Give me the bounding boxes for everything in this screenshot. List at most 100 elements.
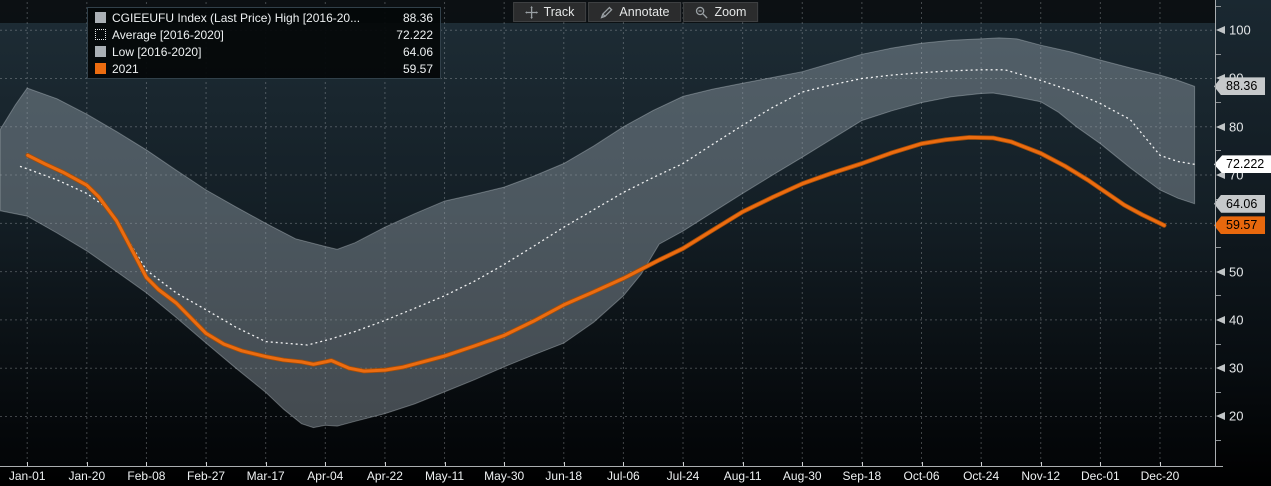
toolbar-button-annotate[interactable]: Annotate xyxy=(588,2,682,22)
chart-toolbar: Track Annotate Zoom xyxy=(512,2,759,22)
y-minor-tick xyxy=(1216,295,1221,297)
y-minor-tick xyxy=(1216,102,1221,104)
x-tick-label: Aug-30 xyxy=(782,469,822,483)
toolbar-button-label: Zoom xyxy=(714,5,747,19)
x-tick-label: Mar-17 xyxy=(246,469,285,483)
y-tick-arrow-icon xyxy=(1216,171,1225,180)
x-tick-mark xyxy=(802,462,804,466)
y-minor-tick xyxy=(1216,246,1221,248)
x-tick-label: Aug-11 xyxy=(723,469,762,483)
x-tick-mark xyxy=(683,462,685,466)
y-tick-label: 20 xyxy=(1229,408,1244,424)
legend-label: Low [2016-2020] xyxy=(112,44,202,59)
toolbar-button-track[interactable]: Track xyxy=(512,2,587,22)
y-minor-tick xyxy=(1216,343,1221,345)
pencil-icon xyxy=(600,6,613,19)
x-tick-label: May-11 xyxy=(424,469,465,483)
legend-row[interactable]: Average [2016-2020] 72.222 xyxy=(88,26,440,43)
x-tick-label: Dec-20 xyxy=(1140,469,1180,483)
x-tick-mark xyxy=(1100,462,1102,466)
x-tick-label: Jan-20 xyxy=(68,469,106,483)
y-tick-label: 30 xyxy=(1229,360,1244,376)
legend-swatch-white-dotted xyxy=(95,29,106,40)
legend-value: 64.06 xyxy=(402,44,433,59)
x-tick-mark xyxy=(742,462,744,466)
x-tick-label: Oct-06 xyxy=(903,469,940,483)
magnifier-icon xyxy=(695,6,708,19)
x-axis: Jan-01 Jan-20 Feb-08 Feb-27 Mar-17 Apr-04 Apr-… xyxy=(0,467,1271,486)
x-tick-mark xyxy=(981,462,983,466)
x-tick-label: Nov-12 xyxy=(1021,469,1061,483)
x-tick-mark xyxy=(265,462,267,466)
toolbar-button-zoom[interactable]: Zoom xyxy=(683,2,759,22)
y-axis-line xyxy=(1215,0,1216,467)
y-minor-tick xyxy=(1216,5,1221,7)
x-tick-label: Jul-06 xyxy=(607,469,640,483)
y-tick-label: 50 xyxy=(1229,264,1244,280)
x-tick-mark xyxy=(861,462,863,466)
crosshair-icon xyxy=(524,5,538,19)
y-tick-arrow-icon xyxy=(1216,364,1225,373)
legend-label: 2021 xyxy=(112,61,139,76)
y-tick-arrow-icon xyxy=(1216,267,1225,276)
last-value-tag: 59.57 xyxy=(1214,216,1265,235)
x-tick-label: May-30 xyxy=(484,469,525,483)
legend-value: 72.222 xyxy=(396,27,433,42)
x-tick-mark xyxy=(146,462,148,466)
y-minor-tick xyxy=(1216,53,1221,55)
legend-swatch-orange-solid xyxy=(95,63,106,74)
toolbar-button-label: Track xyxy=(543,5,575,19)
y-minor-tick xyxy=(1216,440,1221,442)
legend-label: CGIEEUFU Index (Last Price) High [2016-2… xyxy=(112,10,361,25)
y-minor-tick xyxy=(1216,150,1221,152)
y-tick-label: 100 xyxy=(1229,22,1251,38)
x-tick-mark xyxy=(1040,462,1042,466)
chart-legend: CGIEEUFU Index (Last Price) High [2016-2… xyxy=(87,7,441,79)
y-tick-arrow-icon xyxy=(1216,315,1225,324)
legend-row[interactable]: CGIEEUFU Index (Last Price) High [2016-2… xyxy=(88,9,440,26)
legend-value: 88.36 xyxy=(402,10,433,25)
y-tick-arrow-icon xyxy=(1216,26,1225,35)
y-tick-arrow-icon xyxy=(1216,412,1225,421)
legend-label: Average [2016-2020] xyxy=(112,27,224,42)
x-tick-mark xyxy=(623,462,625,466)
x-tick-label: Apr-22 xyxy=(366,469,403,483)
last-value-tag: 64.06 xyxy=(1214,194,1265,213)
legend-row[interactable]: 2021 59.57 xyxy=(88,60,440,77)
toolbar-button-label: Annotate xyxy=(619,5,670,19)
x-tick-label: Dec-01 xyxy=(1081,469,1120,483)
gridlines xyxy=(0,2,1215,466)
high-low-band xyxy=(0,37,1196,429)
x-tick-label: Jan-01 xyxy=(8,469,46,483)
x-tick-mark xyxy=(325,462,327,466)
y-tick-arrow-icon xyxy=(1216,122,1225,131)
x-tick-label: Sep-18 xyxy=(842,469,882,483)
x-tick-mark xyxy=(86,462,88,466)
legend-swatch-gray-solid xyxy=(95,12,106,23)
legend-value: 59.57 xyxy=(402,61,433,76)
x-tick-label: Oct-24 xyxy=(963,469,1000,483)
x-tick-mark xyxy=(206,462,208,466)
x-tick-label: Feb-27 xyxy=(187,469,226,483)
last-value-tag: 72.222 xyxy=(1214,155,1271,174)
x-tick-mark xyxy=(504,462,506,466)
x-tick-mark xyxy=(921,462,923,466)
x-tick-mark xyxy=(384,462,386,466)
last-value-tag: 88.36 xyxy=(1214,77,1265,96)
x-tick-label: Jun-18 xyxy=(545,469,583,483)
series-2021-line xyxy=(26,135,1166,373)
legend-swatch-gray-solid xyxy=(95,46,106,57)
x-tick-label: Feb-08 xyxy=(127,469,166,483)
x-axis-line xyxy=(0,466,1223,467)
x-tick-mark xyxy=(1159,462,1161,466)
x-tick-label: Jul-24 xyxy=(666,469,700,483)
y-tick-label: 80 xyxy=(1229,119,1244,135)
x-tick-mark xyxy=(563,462,565,466)
y-minor-tick xyxy=(1216,391,1221,393)
x-tick-mark xyxy=(27,462,29,466)
x-tick-mark xyxy=(444,462,446,466)
legend-row[interactable]: Low [2016-2020] 64.06 xyxy=(88,43,440,60)
x-tick-label: Apr-04 xyxy=(307,469,344,483)
y-tick-label: 40 xyxy=(1229,312,1244,328)
